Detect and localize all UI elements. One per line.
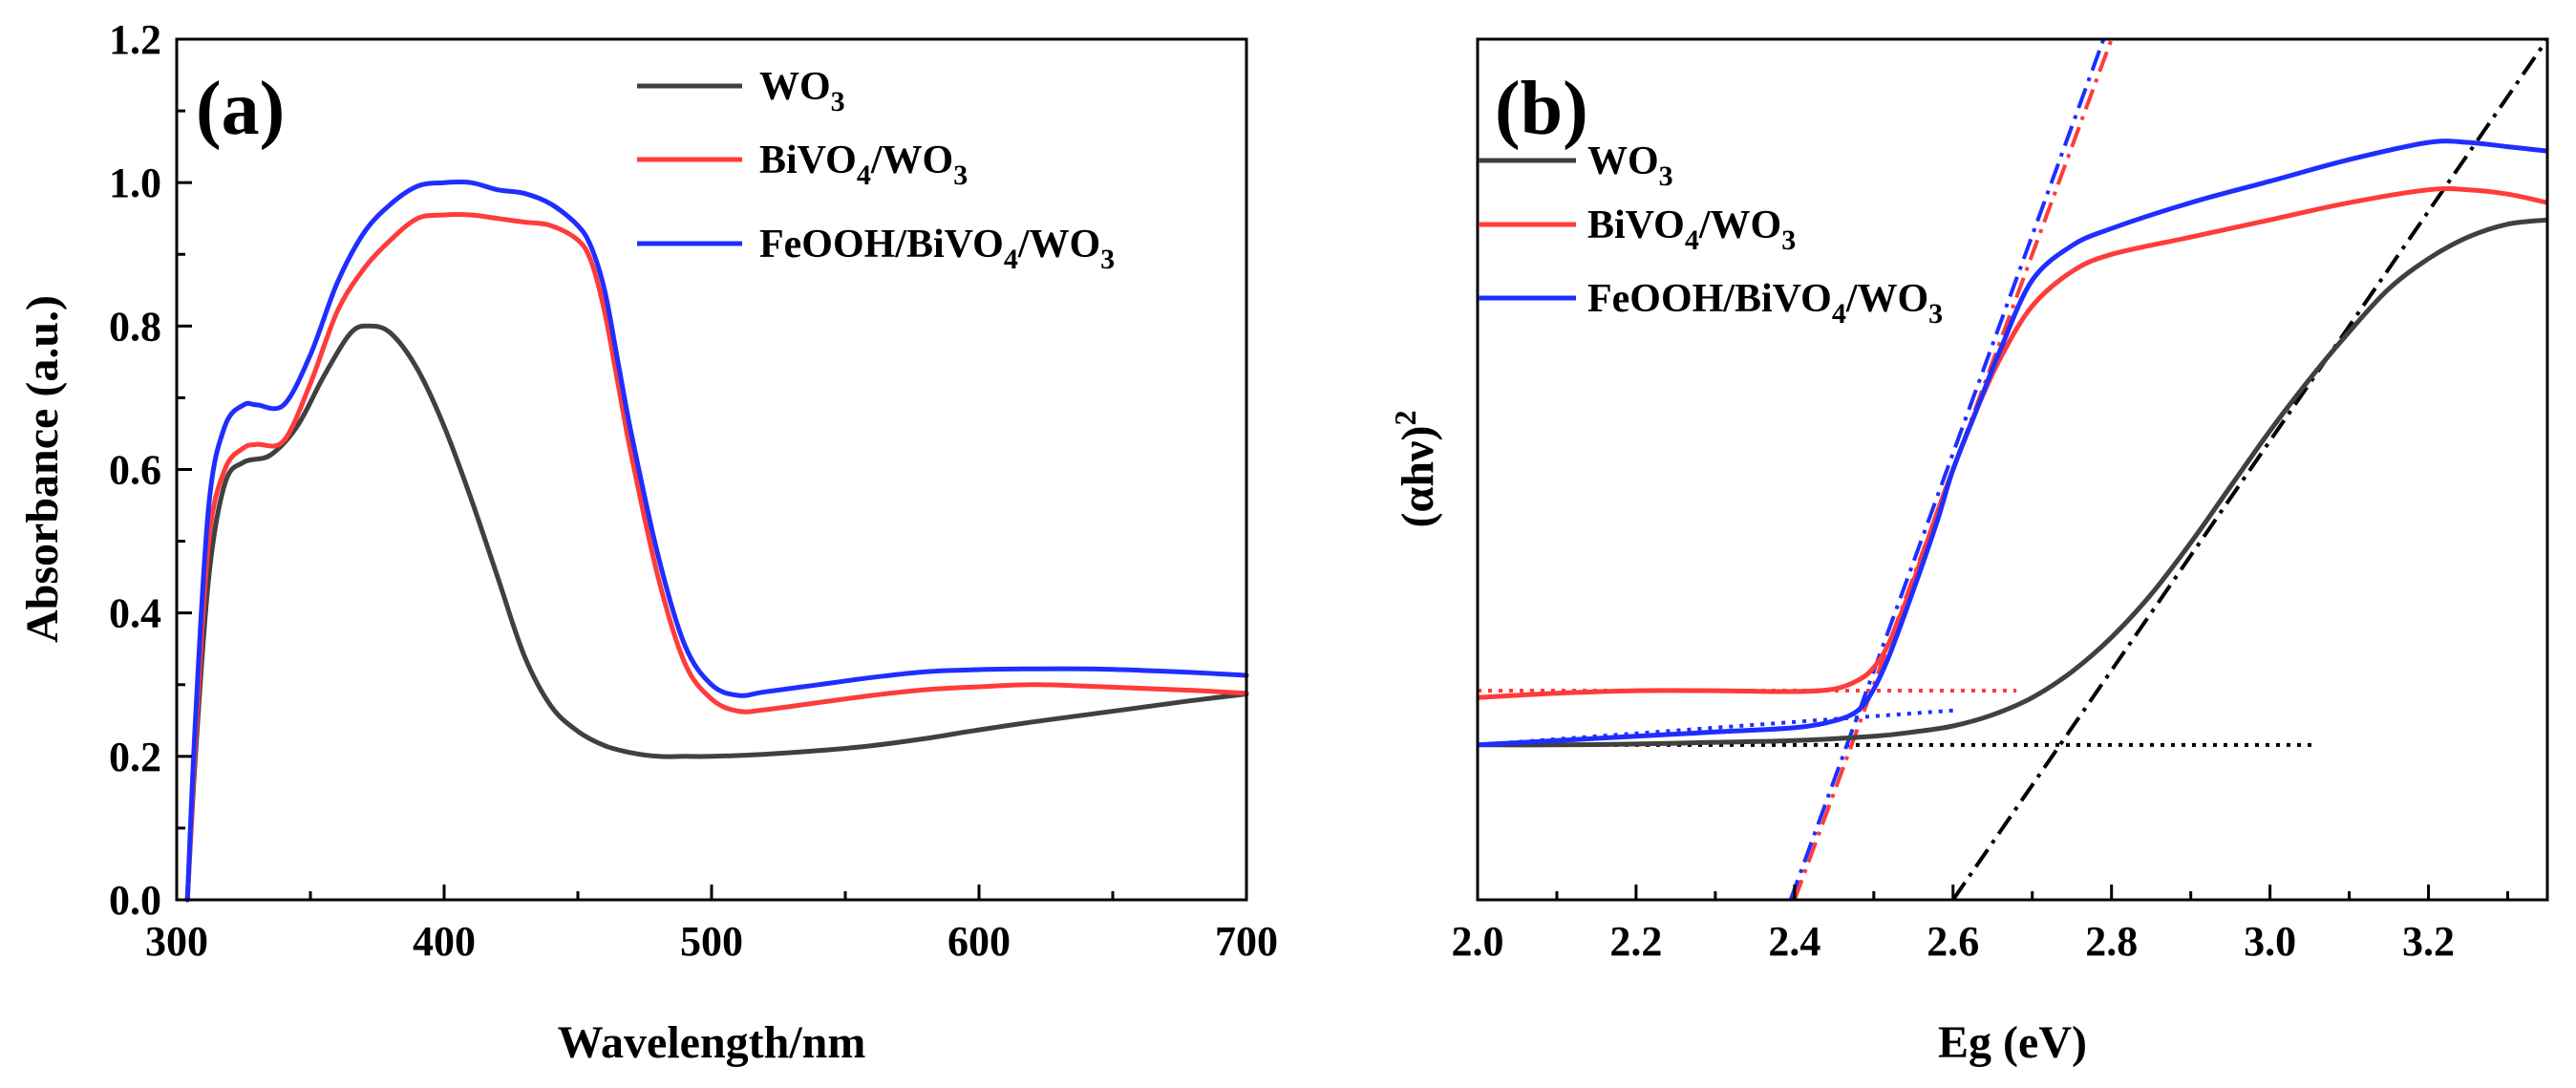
panel-b-y-axis-sup: 2	[1388, 411, 1422, 426]
panel-b-y-axis-label: (αhν)2	[1388, 411, 1443, 528]
series-b-feooh-bivo4-wo3	[1478, 139, 2547, 748]
panel-a-y-axis-label: Absorbance (a.u.)	[17, 295, 68, 643]
y-tick-label: 0.6	[109, 447, 161, 494]
legend-b-feooh-base: FeOOH/BiVO	[1587, 277, 1832, 321]
panel-b-x-ticks: 2.0 2.2 2.4 2.6 2.8 3.0 3.2	[1452, 885, 2510, 965]
x-tick-label: 600	[947, 918, 1011, 965]
legend-a-feooh-rest: /WO	[1017, 223, 1100, 267]
series-b-wo3	[1478, 217, 2547, 748]
legend-b-wo3-base: WO	[1587, 139, 1659, 183]
legend-a-feooh-sub: 4	[1004, 244, 1018, 275]
legend-a-feooh-base: FeOOH/BiVO	[759, 223, 1004, 267]
x-tick-label: 2.6	[1927, 918, 1979, 965]
panel-b-label: (b)	[1495, 67, 1588, 151]
tangent-wo3-tangent	[1951, 39, 2547, 900]
x-tick-label: 2.4	[1768, 918, 1820, 965]
y-tick-label: 0.0	[109, 877, 161, 924]
panel-b-series	[1478, 39, 2547, 900]
legend-b-bivo4-sub: 4	[1685, 224, 1699, 256]
legend-b-wo3-label: WO3	[1587, 139, 1673, 192]
legend-a-bivo4-label: BiVO4/WO3	[759, 139, 968, 191]
panel-b-x-axis-label: Eg (eV)	[1938, 1017, 2087, 1068]
legend-b-bivo4-base: BiVO	[1587, 203, 1685, 247]
x-tick-label: 2.8	[2085, 918, 2138, 965]
legend-a-bivo4-sub2: 3	[953, 160, 968, 191]
panel-a-legend: WO3 BiVO4/WO3 FeOOH/BiVO4/WO3	[637, 65, 1115, 275]
panel-a-frame	[175, 37, 1248, 902]
panel-a-x-ticks: 300 400 500 600 700	[145, 885, 1278, 965]
legend-a-wo3-base: WO	[759, 65, 831, 109]
legend-a-bivo4-sub: 4	[857, 160, 871, 191]
x-tick-label: 400	[413, 918, 476, 965]
panel-a-series	[184, 179, 1249, 903]
y-tick-label: 0.8	[109, 303, 161, 350]
series-a-wo3	[184, 323, 1249, 903]
legend-b-bivo4-label: BiVO4/WO3	[1587, 203, 1796, 256]
legend-b-bivo4-rest: /WO	[1698, 203, 1781, 247]
x-tick-label: 3.0	[2244, 918, 2296, 965]
y-tick-label: 0.4	[109, 590, 161, 637]
series-b-bivo4-wo3	[1478, 185, 2547, 700]
panel-b-legend: WO3 BiVO4/WO3 FeOOH/BiVO4/WO3	[1479, 139, 1943, 330]
panel-a: 300 400 500 600 700 0.0 0.2 0.4 0.6 0.8 1.0 1.2 (a…	[17, 16, 1278, 1068]
y-tick-label: 0.2	[109, 734, 161, 780]
y-tick-label: 1.2	[109, 16, 161, 63]
legend-b-feooh-rest: /WO	[1845, 277, 1928, 321]
panel-a-x-axis-label: Wavelength/nm	[558, 1017, 866, 1068]
x-tick-label: 700	[1215, 918, 1278, 965]
panel-b: 2.0 2.2 2.4 2.6 2.8 3.0 3.2 (b) Eg (eV) (αhν)2…	[1388, 37, 2549, 1068]
legend-b-bivo4-sub2: 3	[1781, 224, 1796, 256]
x-tick-label: 2.2	[1609, 918, 1662, 965]
y-tick-label: 1.0	[109, 160, 161, 206]
panel-a-y-ticks: 0.0 0.2 0.4 0.6 0.8 1.0 1.2	[109, 16, 192, 924]
legend-b-feooh-sub2: 3	[1928, 298, 1943, 330]
legend-a-feooh-sub2: 3	[1100, 244, 1115, 275]
legend-a-wo3-sub: 3	[831, 86, 845, 117]
x-tick-label: 3.2	[2402, 918, 2455, 965]
legend-a-bivo4-base: BiVO	[759, 139, 857, 182]
legend-b-wo3-sub: 3	[1659, 160, 1673, 192]
panel-b-frame	[1476, 37, 2549, 902]
legend-a-bivo4-rest: /WO	[870, 139, 953, 182]
series-a-feooh-bivo4-wo3	[184, 179, 1249, 903]
legend-b-feooh-sub: 4	[1832, 298, 1846, 330]
legend-a-wo3-label: WO3	[759, 65, 845, 117]
legend-a-feooh-label: FeOOH/BiVO4/WO3	[759, 223, 1115, 275]
tangent-feooh-bivo4-wo3-tangent	[1788, 39, 2106, 900]
panel-a-label: (a)	[196, 67, 285, 151]
panel-b-y-axis-base: (αhν)	[1393, 426, 1443, 528]
legend-b-feooh-label: FeOOH/BiVO4/WO3	[1587, 277, 1943, 330]
x-tick-label: 300	[145, 918, 208, 965]
series-a-bivo4-wo3	[184, 211, 1249, 903]
x-tick-label: 2.0	[1452, 918, 1504, 965]
x-tick-label: 500	[680, 918, 743, 965]
